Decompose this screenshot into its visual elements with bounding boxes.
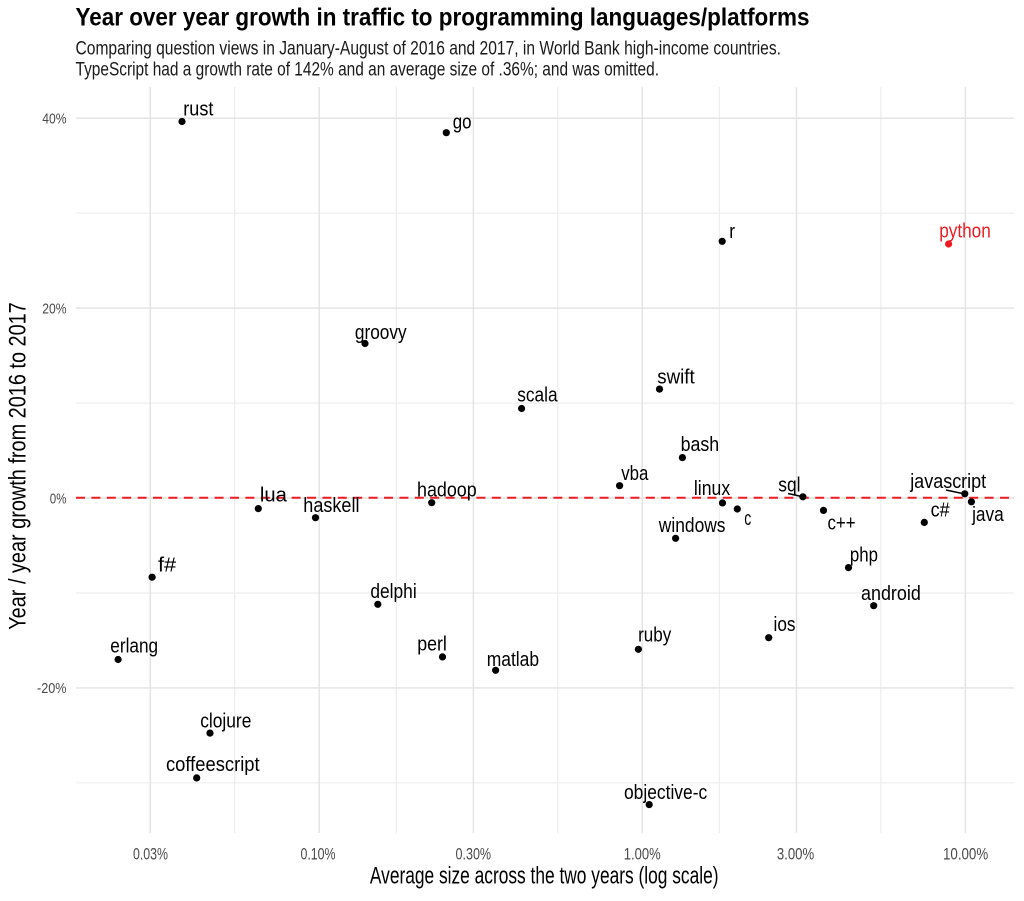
svg-text:python: python [939,221,991,243]
svg-text:f#: f# [158,555,177,577]
svg-text:0.10%: 0.10% [300,845,335,864]
svg-text:matlab: matlab [487,649,539,671]
svg-text:swift: swift [657,366,695,388]
svg-text:Year over year growth in traff: Year over year growth in traffic to prog… [76,3,810,31]
svg-text:android: android [861,583,921,605]
svg-text:Comparing question views in Ja: Comparing question views in January-Augu… [76,39,782,60]
svg-text:scala: scala [517,385,558,407]
svg-text:ruby: ruby [638,625,671,647]
svg-text:coffeescript: coffeescript [166,754,260,776]
svg-text:c#: c# [931,499,951,521]
svg-text:c++: c++ [828,513,856,535]
svg-text:0%: 0% [50,490,67,507]
svg-text:c: c [744,508,751,530]
svg-text:hadoop: hadoop [417,479,477,501]
svg-text:rust: rust [183,99,213,121]
svg-text:TypeScript had a growth rate o: TypeScript had a growth rate of 142% and… [76,60,660,81]
svg-text:r: r [729,221,735,243]
svg-text:go: go [453,112,472,134]
svg-text:Average size across the two ye: Average size across the two years (log s… [370,862,719,889]
svg-text:javascript: javascript [909,471,986,493]
svg-text:0.03%: 0.03% [133,845,168,864]
svg-text:delphi: delphi [370,581,416,603]
svg-text:linux: linux [694,478,730,500]
svg-text:windows: windows [658,515,726,537]
svg-text:perl: perl [417,634,447,656]
svg-text:0.30%: 0.30% [456,845,492,864]
svg-text:3.00%: 3.00% [777,845,814,864]
svg-text:objective-c: objective-c [624,782,707,804]
svg-text:vba: vba [621,463,649,485]
svg-text:lua: lua [260,485,288,507]
svg-text:-20%: -20% [37,680,67,697]
svg-text:haskell: haskell [303,495,359,517]
svg-text:clojure: clojure [200,710,251,732]
svg-text:groovy: groovy [355,322,407,344]
svg-text:1.00%: 1.00% [624,845,661,864]
svg-text:sql: sql [778,475,800,497]
svg-text:10.00%: 10.00% [943,845,988,864]
svg-text:20%: 20% [42,300,66,317]
svg-text:php: php [850,545,878,567]
svg-text:Year / year growth from 2016 t: Year / year growth from 2016 to 2017 [5,302,32,630]
svg-text:40%: 40% [42,111,66,128]
svg-text:erlang: erlang [110,636,158,658]
svg-text:java: java [971,504,1004,526]
svg-text:ios: ios [774,614,796,636]
svg-text:bash: bash [681,434,720,456]
